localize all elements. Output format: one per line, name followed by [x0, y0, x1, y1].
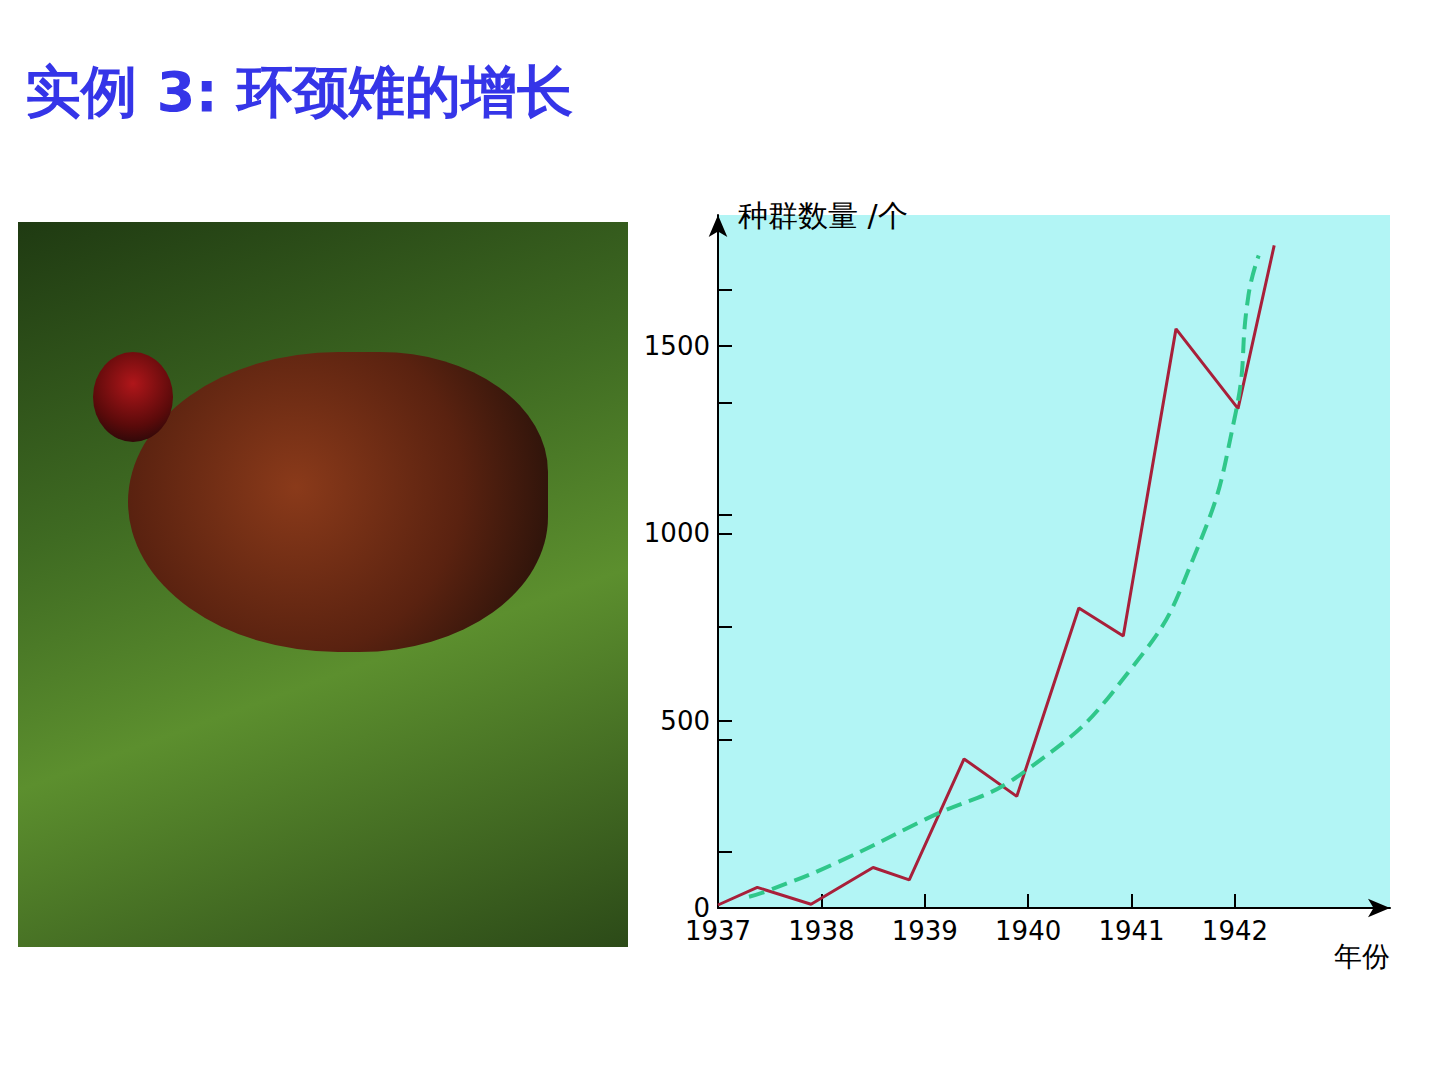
svg-text:1940: 1940 — [995, 916, 1061, 946]
svg-text:1937: 1937 — [685, 916, 751, 946]
svg-text:年份: 年份 — [1334, 940, 1390, 973]
svg-text:种群数量 /个: 种群数量 /个 — [738, 198, 908, 233]
svg-text:1938: 1938 — [788, 916, 854, 946]
svg-text:实例 3: 环颈雉的增长: 实例 3: 环颈雉的增长 — [25, 59, 573, 124]
svg-text:1942: 1942 — [1202, 916, 1268, 946]
svg-text:0: 0 — [693, 893, 710, 923]
svg-text:1941: 1941 — [1098, 916, 1164, 946]
svg-text:1000: 1000 — [644, 518, 710, 548]
svg-text:1500: 1500 — [644, 331, 710, 361]
svg-text:500: 500 — [660, 706, 710, 736]
svg-text:1939: 1939 — [892, 916, 958, 946]
